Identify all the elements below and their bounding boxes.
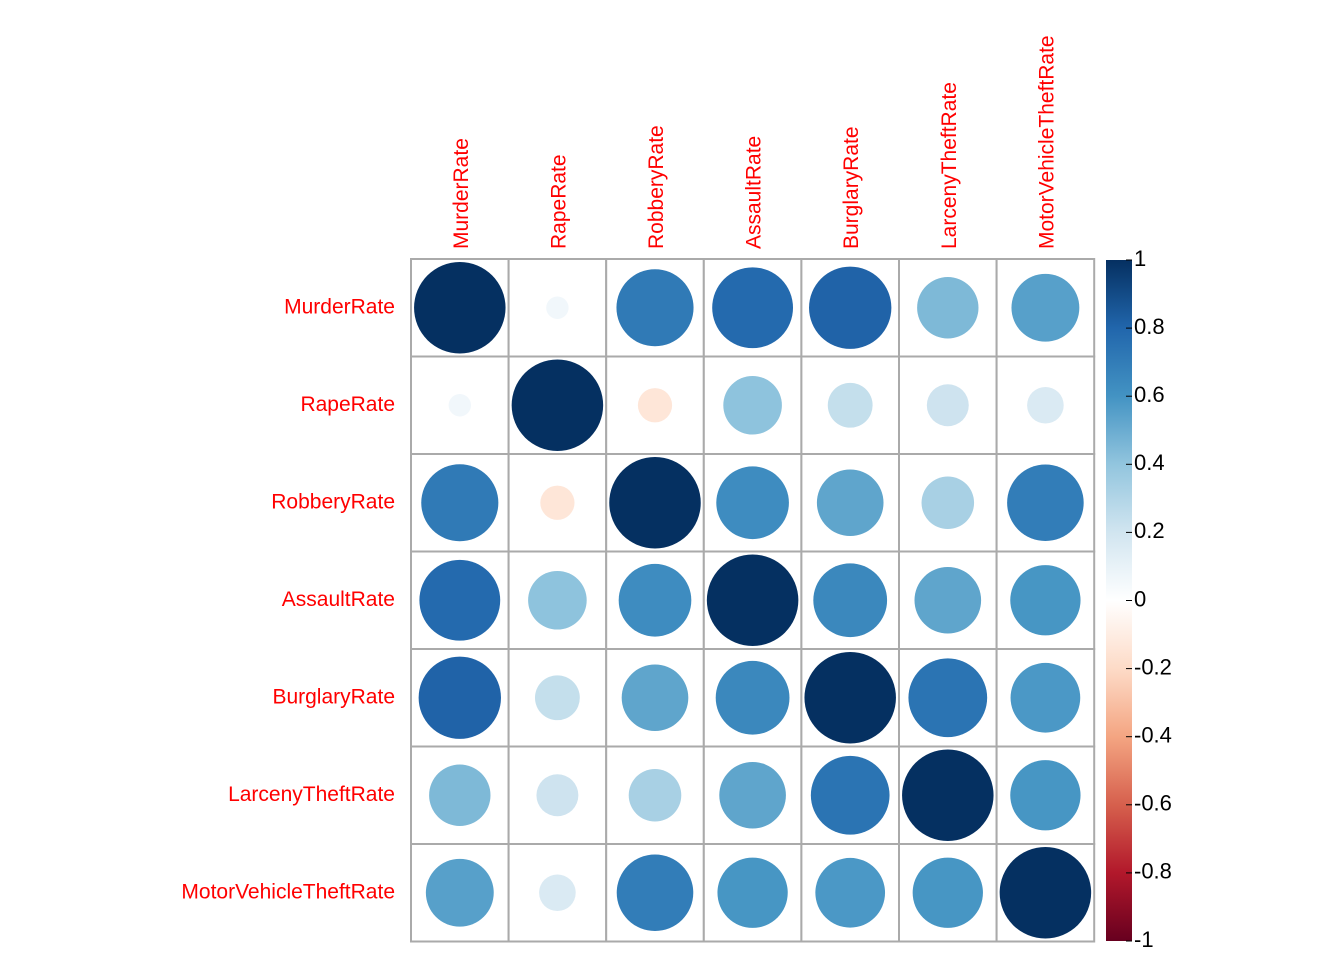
grid-cell: [995, 355, 1096, 455]
column-labels: MurderRate RapeRate RobberyRate AssaultRate…: [450, 35, 1059, 249]
column-label: MurderRate: [450, 138, 473, 249]
correlation-circle: [418, 656, 501, 739]
correlation-circle: [448, 394, 472, 417]
correlation-circle: [616, 269, 694, 347]
correlation-circle: [419, 559, 501, 641]
correlation-circle: [917, 277, 979, 339]
correlation-circle: [616, 854, 694, 932]
correlation-circle: [723, 375, 782, 435]
correlation-circle: [716, 466, 789, 540]
column-label: MotorVehicleTheftRate: [1035, 35, 1058, 249]
correlation-circle: [539, 874, 576, 912]
row-label: AssaultRate: [282, 588, 395, 611]
correlation-circle: [921, 476, 975, 530]
correlation-circle: [421, 464, 499, 542]
colorbar-tick-label: 0.2: [1134, 518, 1165, 543]
correlation-circles: [414, 262, 1092, 939]
row-label: RapeRate: [300, 393, 395, 416]
correlation-circle: [712, 267, 794, 349]
colorbar-tick-label: 0.6: [1134, 382, 1165, 407]
column-label: LarcenyTheftRate: [938, 82, 961, 249]
correlation-circle: [1010, 662, 1081, 733]
correlation-circle: [809, 266, 892, 349]
row-label: BurglaryRate: [272, 685, 395, 708]
correlation-circle: [706, 554, 799, 646]
colorbar-tick-label: -0.6: [1134, 791, 1172, 816]
correlation-circle: [540, 485, 575, 520]
correlation-circle: [637, 388, 673, 423]
correlation-circle: [528, 570, 587, 630]
column-label: AssaultRate: [743, 136, 766, 249]
row-label: RobberyRate: [271, 490, 395, 513]
correlation-circle: [804, 652, 896, 744]
colorbar-tick-label: -0.2: [1134, 654, 1172, 679]
correlation-circle: [912, 857, 983, 928]
colorbar-tick-label: -0.4: [1134, 723, 1172, 748]
correlation-circle: [1027, 386, 1064, 424]
correlation-circle: [810, 755, 890, 835]
correlation-circle: [536, 774, 579, 817]
correlation-circle: [429, 764, 491, 826]
correlation-circle: [999, 847, 1092, 939]
column-label: RobberyRate: [645, 125, 668, 249]
correlation-circle: [1007, 464, 1084, 542]
correlation-circle: [717, 857, 788, 928]
row-label: MurderRate: [284, 295, 395, 318]
correlation-circle: [815, 857, 886, 928]
correlation-circle: [414, 262, 506, 354]
correlation-circle: [1010, 760, 1081, 831]
correlation-circle: [621, 664, 689, 732]
correlation-circle: [618, 563, 692, 637]
correlation-circle: [1011, 273, 1080, 342]
correlation-circle: [511, 359, 604, 451]
color-legend: 1 0.8 0.6 0.4 0.2 0 -0.2 -0.4 -0.6 -0.8 -1: [1106, 246, 1172, 952]
row-label: MotorVehicleTheftRate: [181, 880, 395, 903]
colorbar-tick-label: -0.8: [1134, 859, 1172, 884]
colorbar-tick-label: 0.4: [1134, 450, 1165, 475]
correlation-circle: [546, 296, 569, 319]
column-label: RapeRate: [547, 154, 570, 249]
column-label: BurglaryRate: [840, 126, 863, 249]
correlation-circle: [609, 457, 701, 549]
correlation-circle: [914, 566, 982, 634]
grid-cell: [410, 355, 510, 455]
colorbar-tick-label: 0.8: [1134, 314, 1165, 339]
correlation-circle: [813, 563, 888, 638]
colorbar-tick-label: 1: [1134, 246, 1146, 271]
row-label: LarcenyTheftRate: [228, 783, 395, 806]
correlation-circle: [715, 660, 790, 735]
correlation-circle: [719, 761, 786, 829]
correlation-circle: [902, 749, 994, 841]
correlation-circle: [534, 675, 580, 721]
correlation-circle: [926, 384, 969, 427]
correlation-circle: [816, 469, 884, 537]
colorbar-tick-label: 0: [1134, 586, 1146, 611]
colorbar-tick-label: -1: [1134, 927, 1154, 952]
correlation-circle: [908, 658, 988, 738]
correlation-circle: [425, 858, 494, 927]
correlation-circle: [628, 768, 682, 822]
correlation-circle: [1010, 565, 1081, 636]
row-labels: MurderRate RapeRate RobberyRate AssaultRate…: [181, 295, 395, 903]
correlation-circle: [827, 382, 873, 428]
